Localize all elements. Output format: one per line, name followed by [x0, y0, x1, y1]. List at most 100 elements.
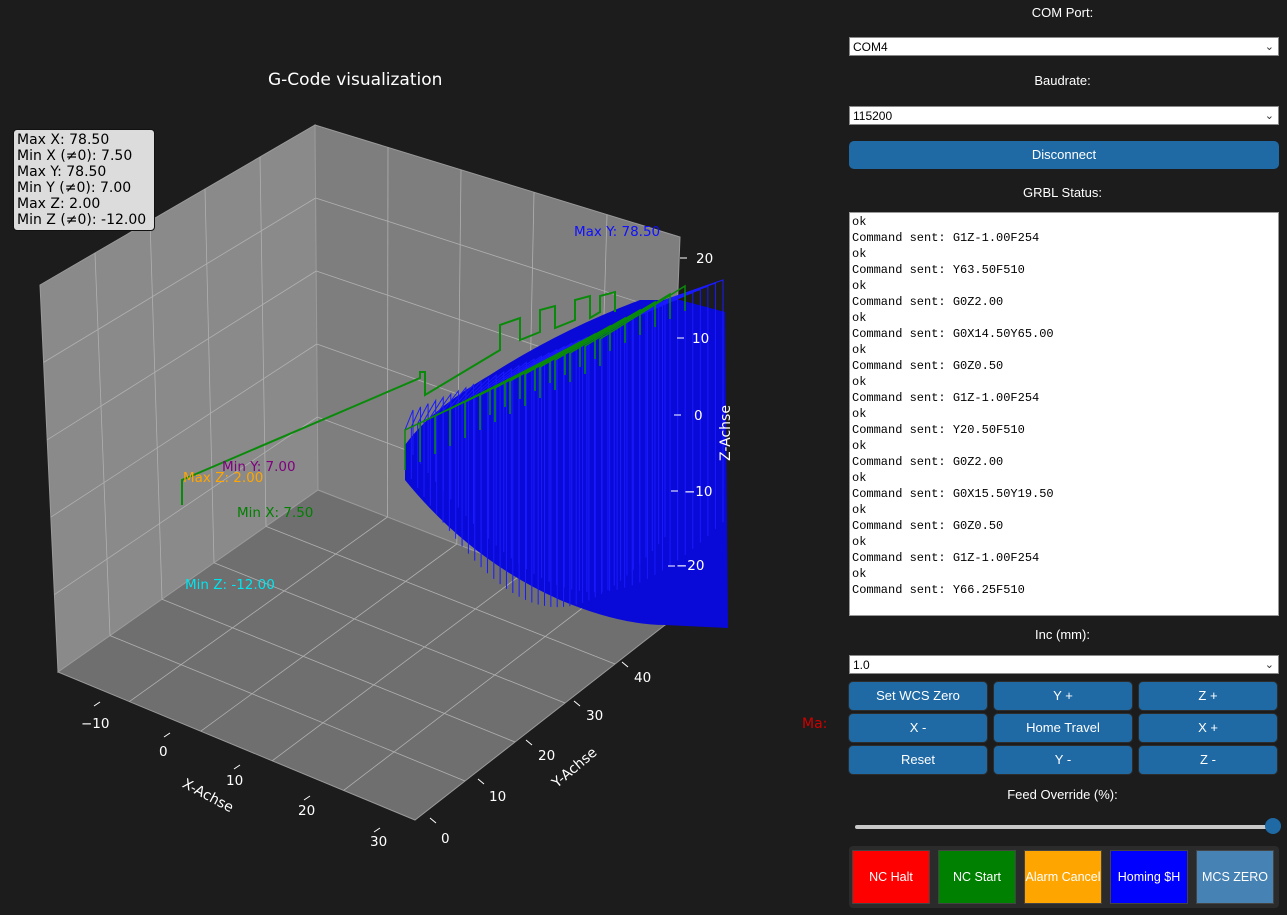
- nc-halt-button[interactable]: NC Halt: [852, 850, 930, 904]
- baudrate-label: Baudrate:: [1034, 73, 1091, 88]
- status-line: Command sent: Y66.25F510: [852, 583, 1025, 597]
- grid-line: [94, 252, 111, 636]
- z-tick-label: 10: [692, 331, 710, 347]
- feed-override-slider-handle[interactable]: [1265, 818, 1281, 834]
- jog-y-minus-button[interactable]: Y -: [993, 745, 1133, 775]
- chevron-down-icon: ⌄: [1264, 659, 1274, 671]
- inc-select[interactable]: 1.0 ⌄: [849, 655, 1279, 674]
- mcs-zero-button[interactable]: MCS ZERO: [1196, 850, 1274, 904]
- z-tick-label: 0: [694, 408, 703, 424]
- x-tick-label: −10: [81, 716, 110, 732]
- toolpath-blue-contour: [417, 403, 429, 488]
- z-axis-label: Z-Achse: [717, 405, 734, 461]
- y-tick-label: 0: [441, 831, 450, 847]
- annotation-max-z: Max Z: 2.00: [183, 470, 264, 486]
- y-tick-mark: [573, 700, 581, 707]
- y-tick-label: 40: [634, 670, 652, 686]
- alarm-cancel-button[interactable]: Alarm Cancel: [1024, 850, 1102, 904]
- grid-line: [46, 270, 317, 441]
- status-line: ok: [852, 407, 867, 421]
- set-wcs-zero-button[interactable]: Set WCS Zero: [848, 681, 988, 711]
- status-line: Command sent: G0Z2.00: [852, 455, 1004, 469]
- axis-ticks: [93, 257, 687, 833]
- z-tick-label: −10: [684, 484, 713, 500]
- plot-title: G-Code visualization: [268, 70, 443, 90]
- status-line: ok: [852, 343, 867, 357]
- jog-z-plus-button[interactable]: Z +: [1138, 681, 1278, 711]
- jog-y-plus-button[interactable]: Y +: [993, 681, 1133, 711]
- status-line: ok: [852, 535, 867, 549]
- status-line: Command sent: G0X14.50Y65.00: [852, 327, 1054, 341]
- status-line: Command sent: Y63.50F510: [852, 263, 1025, 277]
- com-port-select[interactable]: COM4 ⌄: [849, 37, 1279, 56]
- grbl-status-label: GRBL Status:: [1023, 185, 1102, 200]
- status-line: Command sent: G0Z0.50: [852, 519, 1004, 533]
- stat-min-z: Min Z (≠0): -12.00: [17, 212, 147, 228]
- toolpath-blue-contour: [524, 348, 558, 600]
- toolpath-blue-contour: [467, 377, 490, 554]
- toolpath: [181, 279, 728, 628]
- jog-x-minus-button[interactable]: X -: [848, 713, 988, 743]
- jog-z-minus-button[interactable]: Z -: [1138, 745, 1278, 775]
- action-button-row: NC Halt NC Start Alarm Cancel Homing $H …: [849, 846, 1279, 908]
- x-tick-label: 20: [298, 803, 316, 819]
- status-line: ok: [852, 503, 867, 517]
- chevron-down-icon: ⌄: [1264, 110, 1274, 122]
- nc-start-button[interactable]: NC Start: [938, 850, 1016, 904]
- toolpath-blue-contour: [664, 279, 724, 538]
- feed-override-slider[interactable]: [855, 825, 1273, 829]
- reset-button[interactable]: Reset: [848, 745, 988, 775]
- x-tick-mark: [303, 795, 311, 801]
- stat-min-y: Min Y (≠0): 7.00: [17, 180, 132, 196]
- grid-line: [315, 197, 678, 315]
- status-line: ok: [852, 247, 867, 261]
- annotation-min-x: Min X: 7.50: [237, 505, 314, 521]
- status-line: ok: [852, 471, 867, 485]
- annotation-min-z: Min Z: -12.00: [185, 577, 275, 593]
- y-tick-mark: [621, 661, 629, 668]
- toolpath-blue-contour: [531, 345, 565, 603]
- z-tick-label: 20: [696, 251, 714, 267]
- disconnect-button[interactable]: Disconnect: [849, 141, 1279, 169]
- grid-line: [271, 570, 527, 762]
- grbl-status-log[interactable]: ok Command sent: G1Z-1.00F254 ok Command se…: [849, 212, 1279, 616]
- z-tick-label: −20: [676, 558, 705, 574]
- toolpath-green-path: [181, 290, 616, 505]
- toolpath-green-contour: [569, 300, 656, 382]
- chevron-down-icon: ⌄: [1264, 41, 1274, 53]
- toolpath-green-contour: [554, 308, 641, 390]
- y-tick-label: 30: [586, 708, 604, 724]
- grid-line: [213, 562, 566, 704]
- grid-line: [161, 598, 516, 743]
- toolpath-blue-contour: [645, 288, 701, 558]
- status-line: Command sent: Y20.50F510: [852, 423, 1025, 437]
- status-line: ok: [852, 215, 867, 229]
- status-line: ok: [852, 439, 867, 453]
- toolpath-blue-contour: [651, 285, 709, 551]
- status-line: Command sent: G0Z0.50: [852, 359, 1004, 373]
- gcode-3d-plot[interactable]: [0, 0, 830, 915]
- y-tick-mark: [477, 778, 485, 785]
- homing-button[interactable]: Homing $H: [1110, 850, 1188, 904]
- stat-min-x: Min X (≠0): 7.50: [17, 148, 133, 164]
- status-line: Command sent: G1Z-1.00F254: [852, 391, 1040, 405]
- x-tick-label: 30: [370, 834, 388, 850]
- toolpath-green-contour: [524, 324, 611, 406]
- y-tick-mark: [429, 817, 437, 824]
- toolpath-blue-contour: [499, 361, 527, 585]
- home-travel-button[interactable]: Home Travel: [993, 713, 1133, 743]
- jog-x-plus-button[interactable]: X +: [1138, 713, 1278, 743]
- gcode-plot-area[interactable]: G-Code visualization Max X: 78.50 Min X …: [0, 0, 830, 915]
- toolpath-blue-contour: [544, 339, 580, 606]
- com-port-label: COM Port:: [1031, 5, 1094, 20]
- x-tick-mark: [233, 764, 241, 770]
- toolpath-blue-contour: [474, 373, 497, 561]
- grid-line: [50, 343, 318, 518]
- toolpath-blue-contour: [639, 291, 694, 564]
- y-tick-mark: [525, 739, 533, 746]
- toolpath-blue-contour: [455, 383, 474, 539]
- baudrate-value: 115200: [853, 109, 893, 123]
- baudrate-select[interactable]: 115200 ⌄: [849, 106, 1279, 125]
- annotation-min-y: Min Y: 7.00: [222, 459, 296, 475]
- inc-label: Inc (mm):: [1035, 627, 1090, 642]
